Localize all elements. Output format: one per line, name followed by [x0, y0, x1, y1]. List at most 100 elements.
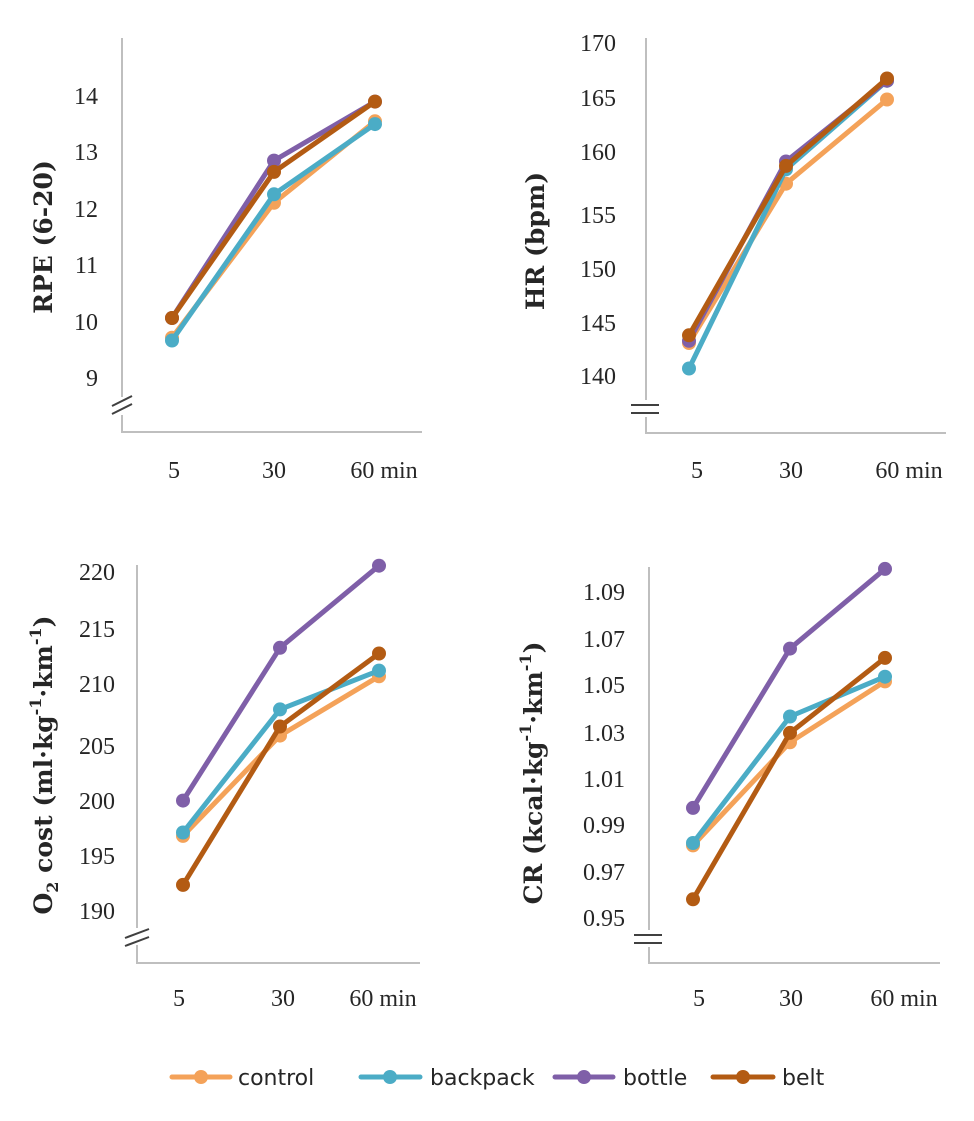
rpe-point-belt-2 — [368, 94, 382, 109]
o2-y-tick: 190 — [79, 899, 115, 925]
hr-point-belt-0 — [682, 328, 696, 343]
legend-item-control: control — [169, 1066, 314, 1091]
rpe-plot-area — [165, 94, 382, 348]
cr-chart: CR (kcal·kg-1·km-1) 0.95 0.97 0.99 1.01 … — [516, 561, 940, 1012]
o2-point-backpack-0 — [176, 825, 190, 840]
o2-point-belt-2 — [372, 646, 386, 661]
legend: control backpack bottle belt — [169, 1066, 825, 1091]
rpe-x-tick: 5 — [168, 458, 180, 484]
o2-point-bottle-0 — [176, 793, 190, 808]
o2-y-tick: 205 — [79, 734, 115, 760]
hr-x-axis — [645, 417, 946, 434]
rpe-axis-break — [111, 395, 133, 415]
cr-x-tick: 60 min — [870, 986, 937, 1012]
cr-x-tick: 5 — [693, 986, 705, 1012]
o2-series-belt-line — [180, 651, 381, 887]
cr-point-backpack-2 — [878, 669, 892, 684]
cr-y-tick: 1.09 — [583, 580, 625, 606]
legend-marker-belt — [736, 1070, 750, 1084]
cr-point-backpack-1 — [783, 709, 797, 724]
hr-y-axis-label: HR (bpm) — [521, 172, 550, 310]
hr-plot-area — [682, 71, 894, 376]
o2-point-backpack-1 — [273, 702, 287, 717]
hr-axis-break — [631, 404, 659, 414]
rpe-point-backpack-0 — [165, 333, 179, 348]
rpe-point-belt-0 — [165, 311, 179, 325]
rpe-x-tick: 30 — [262, 458, 286, 484]
rpe-y-tick: 9 — [86, 366, 98, 392]
cr-y-tick: 0.97 — [583, 860, 625, 886]
cr-y-tick: 0.99 — [583, 813, 625, 839]
rpe-point-belt-1 — [267, 164, 281, 179]
hr-point-backpack-0 — [682, 361, 696, 376]
cr-series-belt-line — [690, 655, 887, 901]
legend-marker-control — [194, 1070, 208, 1084]
rpe-y-tick: 10 — [74, 310, 98, 336]
hr-x-tick: 60 min — [875, 458, 942, 484]
cr-point-backpack-0 — [686, 836, 700, 850]
cr-axis-break — [634, 934, 662, 944]
o2-y-tick: 210 — [79, 672, 115, 698]
o2-point-bottle-2 — [372, 558, 386, 573]
rpe-y-tick: 14 — [74, 84, 98, 110]
o2-y-axis-label: O2 cost (ml·kg-1·km-1) — [26, 615, 62, 914]
o2-point-belt-1 — [273, 719, 287, 734]
o2-x-tick: 60 min — [349, 986, 416, 1012]
hr-point-belt-1 — [779, 158, 793, 173]
hr-x-tick: 30 — [779, 458, 803, 484]
rpe-y-axis-label: RPE (6-20) — [29, 160, 58, 314]
cr-point-belt-1 — [783, 725, 797, 740]
hr-y-tick: 155 — [580, 203, 616, 229]
hr-x-tick: 5 — [691, 458, 703, 484]
rpe-point-backpack-1 — [267, 187, 281, 202]
cr-y-tick: 1.01 — [583, 767, 625, 793]
cr-point-bottle-1 — [783, 641, 797, 656]
rpe-y-tick: 11 — [75, 253, 98, 279]
cr-y-tick: 1.05 — [583, 673, 625, 699]
legend-label-control: control — [238, 1066, 314, 1091]
cr-y-tick: 0.95 — [583, 906, 625, 932]
o2-point-bottle-1 — [273, 640, 287, 655]
hr-y-tick: 160 — [580, 140, 616, 166]
hr-y-tick: 170 — [580, 31, 616, 57]
hr-y-tick: 140 — [580, 364, 616, 390]
hr-y-tick: 165 — [580, 86, 616, 112]
o2-chart: O2 cost (ml·kg-1·km-1) 190 195 200 205 2… — [26, 558, 420, 1012]
rpe-series-bottle-line — [169, 99, 377, 320]
rpe-y-tick: 13 — [74, 140, 98, 166]
cr-point-belt-0 — [686, 892, 700, 907]
o2-plot-area — [176, 558, 386, 892]
hr-series-bottle-line — [686, 78, 889, 342]
rpe-series-belt-line — [169, 99, 377, 320]
legend-label-belt: belt — [782, 1066, 825, 1091]
legend-marker-bottle — [577, 1070, 591, 1084]
cr-point-bottle-0 — [686, 800, 700, 815]
hr-y-tick: 150 — [580, 257, 616, 283]
cr-y-tick: 1.03 — [583, 721, 625, 747]
o2-axis-break — [124, 928, 150, 947]
o2-y-tick: 195 — [79, 844, 115, 870]
o2-x-tick: 30 — [271, 986, 295, 1012]
o2-point-backpack-2 — [372, 663, 386, 678]
legend-item-belt: belt — [710, 1066, 825, 1091]
rpe-point-bottle-1 — [267, 153, 281, 168]
rpe-chart: RPE (6-20) 9 10 11 12 13 14 5 30 60 min — [29, 38, 422, 484]
cr-y-tick: 1.07 — [583, 627, 625, 653]
o2-y-tick: 220 — [79, 560, 115, 586]
hr-point-control-2 — [880, 92, 894, 107]
o2-x-tick: 5 — [173, 986, 185, 1012]
cr-x-tick: 30 — [779, 986, 803, 1012]
hr-chart: HR (bpm) 140 145 150 155 160 165 170 5 3… — [521, 31, 946, 484]
cr-point-bottle-2 — [878, 561, 892, 576]
legend-marker-backpack — [383, 1070, 397, 1084]
legend-label-bottle: bottle — [623, 1066, 687, 1091]
legend-item-backpack: backpack — [358, 1066, 535, 1091]
rpe-x-axis — [121, 415, 422, 433]
rpe-x-tick: 60 min — [350, 458, 417, 484]
rpe-point-backpack-2 — [368, 117, 382, 132]
hr-y-tick: 145 — [580, 311, 616, 337]
legend-label-backpack: backpack — [430, 1066, 535, 1091]
cr-y-axis-label: CR (kcal·kg-1·km-1) — [516, 642, 548, 905]
legend-item-bottle: bottle — [552, 1066, 687, 1091]
cr-point-belt-2 — [878, 650, 892, 665]
